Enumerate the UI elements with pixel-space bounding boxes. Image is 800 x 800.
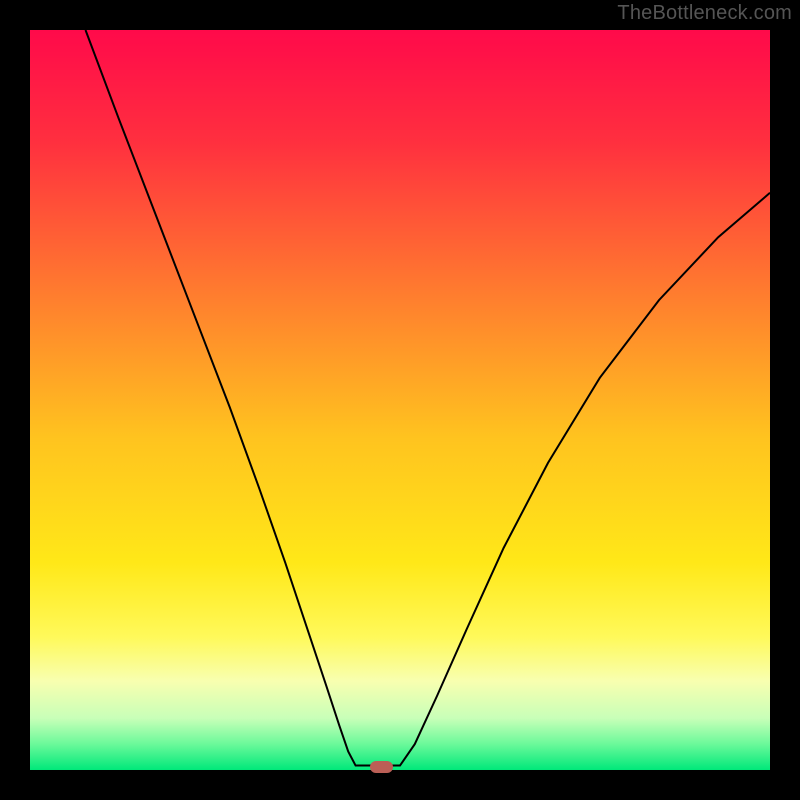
plot-background <box>30 30 770 770</box>
optimal-marker <box>370 761 392 773</box>
chart-frame: TheBottleneck.com <box>0 0 800 800</box>
bottleneck-chart <box>0 0 800 800</box>
watermark-text: TheBottleneck.com <box>617 2 792 25</box>
